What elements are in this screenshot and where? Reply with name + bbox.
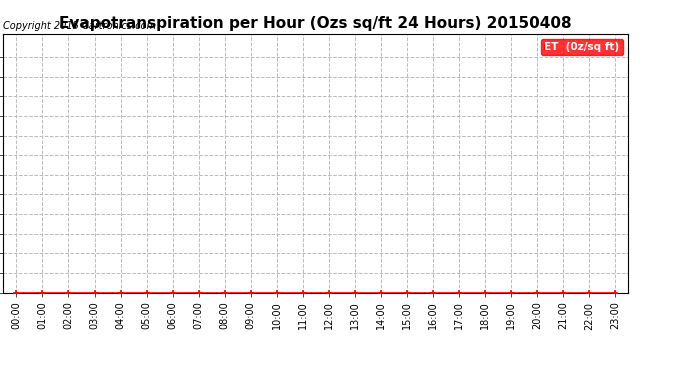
- Title: Evapotranspiration per Hour (Ozs sq/ft 24 Hours) 20150408: Evapotranspiration per Hour (Ozs sq/ft 2…: [59, 16, 572, 31]
- Legend: ET  (0z/sq ft): ET (0z/sq ft): [542, 39, 622, 55]
- Text: Copyright 2015 Cartronics.com: Copyright 2015 Cartronics.com: [3, 21, 157, 31]
